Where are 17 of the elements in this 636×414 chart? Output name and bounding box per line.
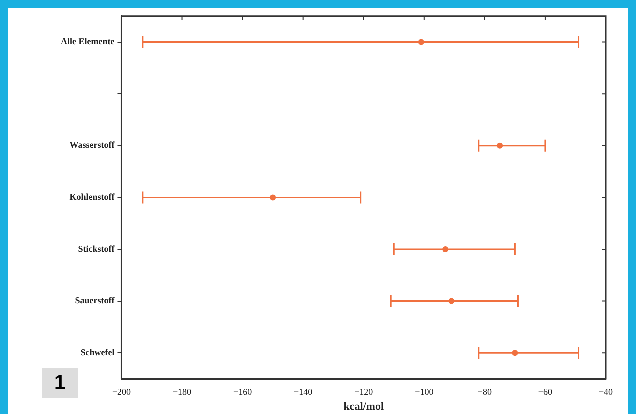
x-tick-label: −80: [478, 386, 492, 397]
x-axis-title: kcal/mol: [344, 401, 384, 414]
y-tick-label: Sauerstoff: [75, 296, 116, 306]
y-tick-label: Stickstoff: [78, 244, 116, 254]
x-tick-label: −120: [354, 386, 374, 397]
x-tick-label: −100: [415, 386, 434, 397]
x-tick-label: −140: [294, 386, 314, 397]
y-tick-label: Schwefel: [80, 347, 116, 358]
x-tick-label: −200: [112, 386, 132, 397]
y-tick-label: Alle Elemente: [61, 36, 115, 47]
y-tick-label: Wasserstoff: [70, 140, 116, 150]
x-tick-label: −60: [538, 386, 554, 397]
text: 1: [42, 368, 78, 398]
x-tick-label: −40: [598, 386, 614, 397]
x-tick-label: −180: [172, 386, 192, 397]
x-tick-label: −160: [234, 386, 253, 397]
y-tick-label: Kohlenstoff: [70, 192, 116, 202]
